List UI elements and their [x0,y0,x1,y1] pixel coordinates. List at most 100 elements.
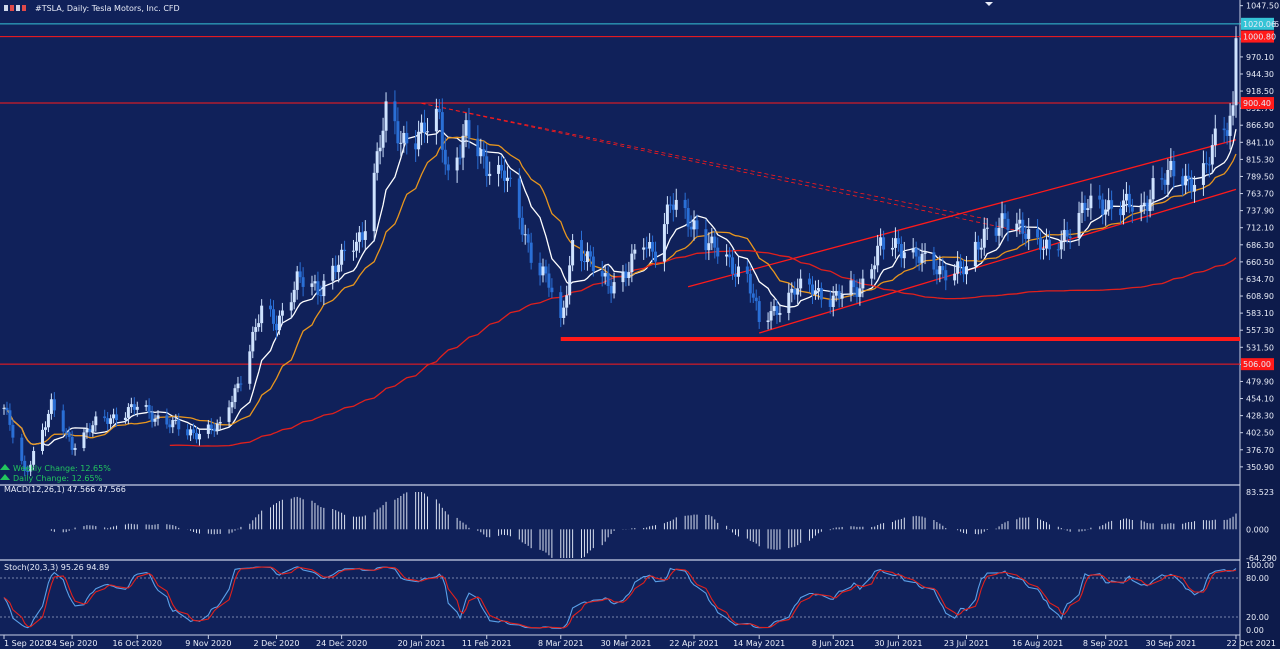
up-arrow-icon [0,474,10,480]
candle-body [479,149,483,157]
candle-body [633,249,637,254]
candle-body [20,437,24,461]
candle-body [2,407,6,409]
candle-body [482,149,486,157]
candle-body [1139,205,1143,212]
candle-body [206,424,210,434]
candle-body [1213,128,1217,146]
time-tick-label: 22 Apr 2021 [669,639,718,648]
candle-body [1056,249,1060,251]
candle-body [375,151,379,173]
candle-body [689,226,693,230]
candle-body [1027,229,1031,239]
candle-body [962,266,966,275]
candle-body [132,404,136,410]
candle-body [144,405,148,407]
candle-body [1142,202,1146,206]
candle-body [1080,202,1084,213]
candle-body [88,429,92,432]
candle-body [168,424,172,428]
time-tick-label: 24 Sep 2020 [47,639,98,648]
candle-body [648,242,652,249]
chart-icon [10,5,14,11]
candle-body [674,199,678,210]
stoch-signal-line [3,566,1237,629]
time-tick-label: 24 Dec 2020 [316,639,367,648]
candle-body [526,234,530,243]
price-level-value: 900.40 [1243,99,1271,108]
candle-body [248,351,252,384]
candle-body [1172,160,1176,177]
candle-body [195,432,198,440]
candle-body [668,204,672,206]
candle-body [446,164,450,171]
candle-body [384,101,388,131]
candle-body [165,415,169,425]
candle-body [544,266,548,274]
window-title-bar: #TSLA, Daily: Tesla Motors, Inc. CFD [4,4,180,13]
price-level-tag [1241,358,1274,371]
price-tick-label: 479.90 [1246,377,1274,386]
candle-body [112,414,116,419]
candle-body [280,310,284,316]
candle-body [1101,199,1105,215]
stoch-tick-label: 20.00 [1246,613,1269,622]
candle-body [1201,163,1205,185]
candle-body [301,277,305,287]
candle-body [1169,160,1173,170]
candle-body [295,271,299,290]
price-tick-label: 686.30 [1246,241,1274,250]
candle-body [606,273,610,287]
candle-body [520,217,524,235]
candle-body [443,149,447,165]
price-tick-label: 944.30 [1246,70,1274,79]
candle-body [813,290,817,295]
candle-body [627,272,631,279]
candle-body [1098,195,1102,200]
candle-body [899,243,903,259]
candle-body [485,156,489,177]
candle-body [787,292,791,313]
candle-body [938,266,942,275]
trend-lines [421,102,1237,334]
candle-body [1210,145,1214,165]
candle-body [251,331,255,352]
time-tick-label: 30 Sep 2021 [1145,639,1196,648]
candle-body [873,265,877,270]
candle-body [147,405,151,413]
candle-body [197,433,201,440]
candle-body [935,269,939,275]
macd-tick-label: 0.000 [1246,525,1269,534]
candle-body [651,242,655,252]
candle-body [911,248,915,253]
candle-body [736,266,740,277]
candle-body [227,407,231,422]
candle-body [1062,230,1066,241]
candle-body [748,273,752,294]
candle-body [778,312,782,315]
candle-body [70,436,74,450]
price-tick-label: 583.10 [1246,309,1274,318]
candle-body [876,245,880,266]
candle-body [582,261,586,263]
candle-body [467,120,471,139]
price-tick-label: 350.90 [1246,463,1274,472]
candle-body [1193,184,1197,192]
candle-body [902,252,906,259]
candle-body [488,173,492,177]
candle-body [704,229,708,251]
time-tick-label: 16 Aug 2021 [1012,639,1063,648]
candle-body [645,247,649,249]
price-tick-label: 841.10 [1246,138,1274,147]
chart-shift-marker-icon[interactable] [985,2,993,6]
candle-body [997,227,1001,236]
candle-body [1222,128,1226,131]
candle-body [123,417,127,421]
candle-body [1042,248,1045,250]
candle-body [979,247,983,250]
candle-body [230,402,234,408]
candle-body [654,251,658,262]
candle-body [956,261,960,274]
trend-line [687,139,1237,288]
